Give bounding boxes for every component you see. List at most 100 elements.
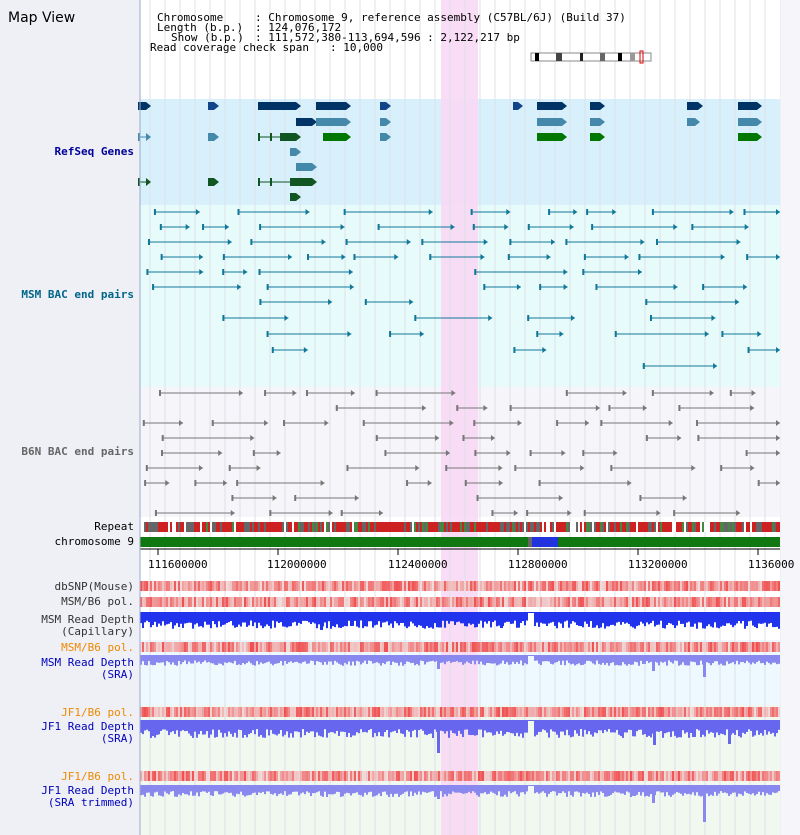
track-label-chromosome[interactable]: chromosome 9 <box>54 535 134 548</box>
repeat-block <box>416 522 418 532</box>
bac-end-right <box>563 284 568 290</box>
depth-bar <box>620 785 622 794</box>
heat-cell <box>274 581 276 591</box>
heat-cell <box>634 597 636 607</box>
depth-bar <box>174 720 176 734</box>
heat-cell <box>284 642 286 652</box>
heat-cell <box>436 581 438 591</box>
depth-bar <box>408 655 410 662</box>
heat-cell <box>462 707 464 717</box>
heat-cell <box>526 581 528 591</box>
heat-cell <box>584 642 586 652</box>
heat-cell <box>376 707 378 717</box>
track-label-jf1-pol-2[interactable]: JF1/B6 pol. <box>61 770 134 783</box>
depth-bar <box>256 612 258 629</box>
heat-cell <box>370 642 372 652</box>
heat-cell <box>450 771 452 781</box>
track-label-jf1-depth-sra-2[interactable]: (SRA) <box>100 732 134 745</box>
repeat-block <box>266 522 268 532</box>
gene-exon <box>316 102 346 110</box>
gene-exon <box>258 102 296 110</box>
track-label-msm-depth-cap-2[interactable]: (Capillary) <box>61 625 134 638</box>
heat-cell <box>324 581 326 591</box>
heat-cell <box>166 597 168 607</box>
repeat-block <box>576 522 578 532</box>
track-label-dbsnp[interactable]: dbSNP(Mouse) <box>54 580 134 593</box>
heat-cell <box>228 771 230 781</box>
heat-cell <box>226 642 228 652</box>
repeat-block <box>338 522 340 532</box>
depth-bar <box>262 720 264 738</box>
heat-cell <box>682 597 684 607</box>
heat-cell <box>216 642 218 652</box>
depth-bar <box>412 655 414 663</box>
track-label-b6n-bac[interactable]: B6N BAC end pairs <box>21 445 134 458</box>
repeat-block <box>620 522 622 532</box>
heat-cell <box>322 642 324 652</box>
repeat-block <box>150 522 152 532</box>
track-label-jf1-pol-1[interactable]: JF1/B6 pol. <box>61 706 134 719</box>
heat-cell <box>416 642 418 652</box>
depth-bar <box>618 785 620 793</box>
track-label-jf1-depth-trim-1[interactable]: JF1 Read Depth <box>41 784 134 797</box>
track-label-msm-depth-cap-1[interactable]: MSM Read Depth <box>41 613 134 626</box>
heat-cell <box>600 597 602 607</box>
heat-cell <box>542 707 544 717</box>
track-label-msm-depth-sra-2[interactable]: (SRA) <box>100 668 134 681</box>
repeat-block <box>682 522 684 532</box>
heat-cell <box>676 597 678 607</box>
track-label-refseq[interactable]: RefSeq Genes <box>54 145 134 158</box>
heat-cell <box>502 771 504 781</box>
depth-bar <box>252 720 254 731</box>
heat-cell <box>156 771 158 781</box>
bac-end-left <box>745 450 748 456</box>
bac-end-left <box>377 224 380 230</box>
heat-cell <box>410 771 412 781</box>
heat-cell <box>562 597 564 607</box>
heat-cell <box>166 707 168 717</box>
heat-cell <box>350 597 352 607</box>
track-label-msm-pol-2[interactable]: MSM/B6 pol. <box>61 641 134 654</box>
heat-cell <box>550 642 552 652</box>
heat-cell <box>642 771 644 781</box>
heat-cell <box>252 581 254 591</box>
depth-spike <box>320 612 323 630</box>
depth-bar <box>518 612 520 628</box>
track-label-msm-bac[interactable]: MSM BAC end pairs <box>21 288 134 301</box>
heat-cell <box>546 597 548 607</box>
depth-bar <box>374 785 376 796</box>
depth-bar <box>240 785 242 792</box>
depth-bar <box>184 785 186 795</box>
depth-bar <box>698 612 700 623</box>
depth-bar <box>426 785 428 793</box>
repeat-block <box>526 522 528 532</box>
depth-bar <box>280 612 282 623</box>
heat-cell <box>336 597 338 607</box>
heat-cell <box>174 771 176 781</box>
bac-end-left <box>526 510 529 516</box>
heat-cell <box>530 707 532 717</box>
heat-cell <box>692 581 694 591</box>
track-label-jf1-depth-sra-1[interactable]: JF1 Read Depth <box>41 720 134 733</box>
heat-cell <box>654 597 656 607</box>
heat-cell <box>656 597 658 607</box>
bac-end-left <box>583 254 586 260</box>
depth-bar <box>676 720 678 738</box>
track-label-repeat[interactable]: Repeat <box>94 520 134 533</box>
depth-bar <box>614 612 616 626</box>
heat-cell <box>770 581 772 591</box>
track-label-msm-pol-1[interactable]: MSM/B6 pol. <box>61 595 134 608</box>
heat-cell <box>386 581 388 591</box>
heat-cell <box>284 597 286 607</box>
depth-bar <box>460 785 462 793</box>
track-label-jf1-depth-trim-2[interactable]: (SRA trimmed) <box>47 796 134 809</box>
depth-spike <box>437 785 440 799</box>
depth-bar <box>604 612 606 629</box>
repeat-block <box>588 522 590 532</box>
depth-bar <box>366 785 368 795</box>
heat-cell <box>386 707 388 717</box>
heat-cell <box>666 597 668 607</box>
track-label-msm-depth-sra-1[interactable]: MSM Read Depth <box>41 656 134 669</box>
heat-cell <box>504 707 506 717</box>
